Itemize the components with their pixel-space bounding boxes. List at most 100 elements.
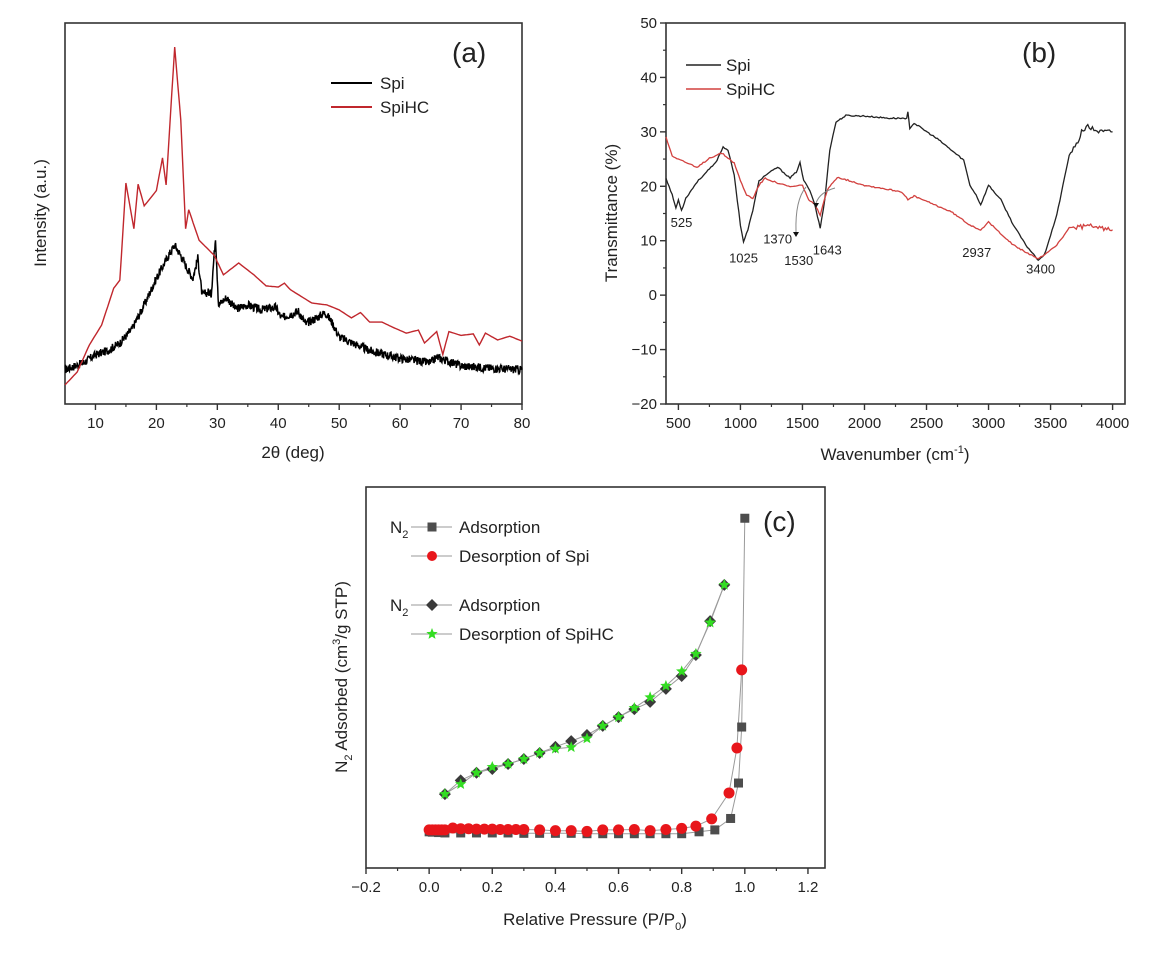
data-point-circle	[463, 823, 475, 835]
y-axis-title-c-sub: 2	[343, 754, 355, 760]
legend-prefix-n2: N2	[390, 596, 408, 619]
legend-marker-circle	[427, 551, 437, 561]
data-point-circle	[447, 822, 459, 834]
legend-label-spi-b: Spi	[726, 56, 751, 75]
x-ticks-b: 500 1000 1500 2000 2500 3000 3500 4000	[666, 404, 1129, 432]
data-point-star	[676, 665, 688, 677]
legend-a: Spi SpiHC	[331, 74, 429, 117]
x-axis-title-b-main: Wavenumber (cm	[821, 445, 955, 464]
x-axis-title-b-sup: -1	[954, 444, 964, 456]
series-line-3	[444, 584, 725, 795]
plot-frame-a	[64, 22, 523, 405]
x-tick-label: 4000	[1096, 415, 1129, 432]
legend-marker-square	[427, 522, 437, 532]
data-point-star	[470, 766, 483, 778]
x-tick-label: 3500	[1034, 415, 1067, 432]
series-group-a	[64, 46, 523, 386]
peak-label-1370: 1370	[763, 231, 792, 246]
x-tick-label: 3000	[972, 415, 1005, 432]
x-tick-label: 2500	[910, 415, 943, 432]
legend-label-spihc-b: SpiHC	[726, 80, 775, 99]
y-tick-label: −10	[632, 342, 657, 359]
data-point-diamond	[565, 735, 578, 748]
data-point-star	[565, 741, 577, 753]
legend-label-spihc-a: SpiHC	[380, 98, 429, 117]
x-tick-label: 0.6	[608, 879, 629, 896]
legend-b: Spi SpiHC	[686, 56, 775, 99]
data-point-square	[710, 825, 720, 835]
data-point-square	[694, 827, 704, 837]
data-point-circle	[494, 824, 506, 836]
data-point-star	[612, 711, 625, 722]
y-tick-label: 10	[640, 233, 657, 250]
data-point-circle	[736, 664, 748, 676]
data-point-circle	[486, 823, 498, 835]
x-tick-label: 50	[331, 415, 348, 432]
x-tick-label: 1.2	[798, 879, 819, 896]
y-tick-label: 40	[640, 69, 657, 86]
legend-label: Adsorption	[459, 518, 540, 537]
x-tick-label: 1.0	[734, 879, 755, 896]
x-tick-label: 0.8	[671, 879, 692, 896]
y-tick-label: 20	[640, 178, 657, 195]
y-tick-label: 50	[640, 15, 657, 32]
x-tick-label: 2000	[848, 415, 881, 432]
series-line-2	[444, 584, 725, 795]
arrow-1530	[795, 186, 807, 233]
legend-label-spi-a: Spi	[380, 74, 405, 93]
data-point-star	[690, 647, 702, 659]
x-tick-label: −0.2	[351, 879, 381, 896]
x-tick-label: 40	[270, 415, 287, 432]
data-point-circle	[676, 822, 688, 834]
peak-label-1643: 1643	[813, 242, 842, 257]
data-point-star	[628, 702, 640, 713]
data-point-circle	[502, 824, 514, 836]
data-point-circle	[470, 823, 482, 835]
data-point-diamond	[644, 695, 657, 708]
data-point-circle	[731, 742, 743, 754]
x-tick-label: 500	[666, 415, 691, 432]
panel-a-xrd: 10 20 30 40 50 60 70 80 (a) Spi SpiHC 2θ (deg) …	[31, 22, 530, 462]
y-axis-title-c-end: /g STP)	[332, 581, 351, 639]
data-point-square	[734, 778, 744, 788]
x-ticks-a: 10 20 30 40 50 60 70 80	[87, 404, 530, 432]
legend-prefix-sub: 2	[402, 607, 408, 619]
x-tick-label: 60	[392, 415, 409, 432]
peak-label-2937: 2937	[962, 245, 991, 260]
legend-prefix-n2: N2	[390, 518, 408, 541]
peak-label-3400: 3400	[1026, 261, 1055, 276]
arrowhead-1370	[813, 203, 819, 208]
x-tick-label: 20	[148, 415, 165, 432]
data-point-circle	[723, 787, 735, 799]
data-point-star	[549, 742, 562, 754]
data-point-circle	[534, 824, 546, 836]
data-point-star	[518, 753, 530, 764]
peak-label-525: 525	[671, 215, 693, 230]
x-axis-title-b: Wavenumber (cm-1)	[821, 444, 970, 464]
data-point-circle	[613, 824, 625, 836]
x-tick-label: 70	[453, 415, 470, 432]
data-point-circle	[597, 824, 609, 836]
data-point-square	[726, 813, 736, 823]
data-point-circle	[478, 823, 490, 835]
y-axis-title-c-n: N	[332, 761, 351, 773]
y-tick-label: 0	[649, 287, 657, 304]
y-tick-label: 30	[640, 124, 657, 141]
x-tick-label: 80	[514, 415, 531, 432]
series-group-c	[423, 513, 750, 839]
legend-marker-star	[426, 628, 438, 639]
data-point-diamond	[675, 669, 688, 682]
legend-label: Desorption of SpiHC	[459, 625, 614, 644]
legend-label: Adsorption	[459, 596, 540, 615]
data-point-star	[718, 578, 730, 590]
panel-label-c: (c)	[763, 506, 796, 537]
data-point-circle	[581, 825, 593, 837]
data-point-square	[737, 722, 747, 732]
arrowhead-1530	[793, 232, 799, 237]
x-axis-title-c-end: )	[681, 910, 687, 929]
y-axis-title-c-mid: Adsorbed (cm	[332, 645, 351, 755]
panel-label-a: (a)	[452, 37, 486, 68]
data-point-star	[455, 778, 467, 789]
series-line-spihc	[665, 136, 1113, 260]
